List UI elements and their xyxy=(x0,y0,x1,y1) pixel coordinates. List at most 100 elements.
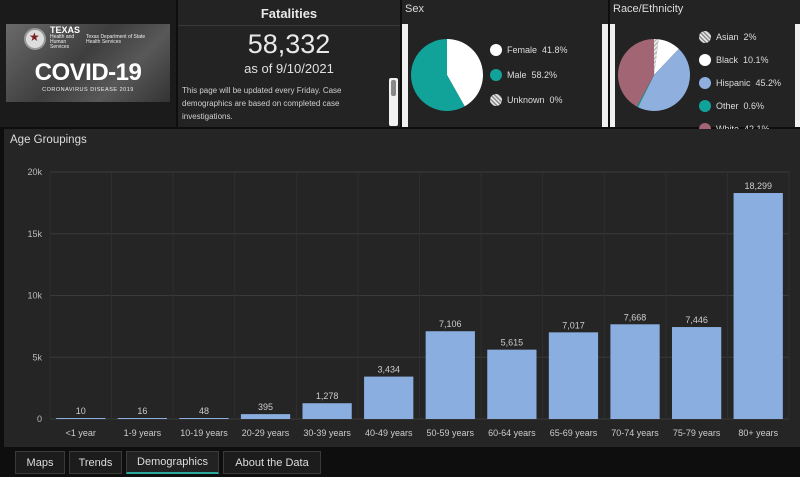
race-pie-chart[interactable] xyxy=(616,37,692,113)
legend-swatch xyxy=(699,31,711,43)
legend-swatch xyxy=(490,69,502,81)
covid-banner: TEXAS Health and Human Services Texas De… xyxy=(6,24,170,102)
y-tick-label: 5k xyxy=(32,352,42,362)
tab-trends[interactable]: Trends xyxy=(69,451,122,474)
fatalities-title: Fatalities xyxy=(260,6,318,21)
bar-40-49 years[interactable] xyxy=(364,376,414,419)
x-tick-label: <1 year xyxy=(66,428,96,438)
bar-value-label: 10 xyxy=(76,406,86,416)
bar-70-74 years[interactable] xyxy=(610,324,660,419)
legend-item-black[interactable]: Black 10.1% xyxy=(699,54,769,66)
age-chart-title: Age Groupings xyxy=(10,134,87,146)
legend-swatch xyxy=(490,44,502,56)
tab-maps[interactable]: Maps xyxy=(15,451,65,474)
legend-item-male[interactable]: Male 58.2% xyxy=(490,69,557,81)
org-sub: Health and Human Services xyxy=(50,34,75,50)
bar-value-label: 16 xyxy=(137,406,147,416)
bar-<1 year[interactable] xyxy=(56,418,106,419)
tab-bar: Maps Trends Demographics About the Data xyxy=(0,449,800,477)
bar-value-label: 7,668 xyxy=(624,312,647,322)
bar-value-label: 395 xyxy=(258,402,273,412)
bar-value-label: 7,106 xyxy=(439,319,462,329)
race-panel: Race/Ethnicity Asian 2% Black 10.1% Hispan… xyxy=(610,0,800,135)
x-tick-label: 50-59 years xyxy=(427,428,475,438)
divider xyxy=(178,25,400,26)
bar-value-label: 48 xyxy=(199,406,209,416)
bar-30-39 years[interactable] xyxy=(302,403,352,419)
sex-panel: Sex Female 41.8% Male 58.2% Unknown 0% xyxy=(402,0,608,127)
pie-slice-black[interactable] xyxy=(654,39,679,75)
legend-label: Other 0.6% xyxy=(716,101,765,111)
fatalities-count: 58,332 xyxy=(247,29,331,59)
logo-panel: TEXAS Health and Human Services Texas De… xyxy=(0,0,176,127)
legend-swatch xyxy=(699,77,711,89)
bar-80+ years[interactable] xyxy=(733,193,783,419)
x-tick-label: 75-79 years xyxy=(673,428,721,438)
tab-demographics[interactable]: Demographics xyxy=(126,451,219,474)
bar-10-19 years[interactable] xyxy=(179,418,229,419)
sex-title: Sex xyxy=(405,3,424,15)
bar-value-label: 7,017 xyxy=(562,320,585,330)
fatalities-panel: Fatalities 58,332 as of 9/10/2021 This p… xyxy=(178,0,400,127)
fatalities-date: as of 9/10/2021 xyxy=(244,61,334,76)
bar-value-label: 7,446 xyxy=(685,315,708,325)
pie-slice-hispanic[interactable] xyxy=(638,48,690,111)
bar-60-64 years[interactable] xyxy=(487,349,537,419)
legend-label: Male 58.2% xyxy=(507,70,558,80)
covid-title: COVID-19 xyxy=(34,59,142,86)
x-tick-label: 70-74 years xyxy=(611,428,659,438)
x-tick-label: 60-64 years xyxy=(488,428,536,438)
x-tick-label: 65-69 years xyxy=(550,428,598,438)
legend-swatch xyxy=(699,100,711,112)
x-tick-label: 40-49 years xyxy=(365,428,413,438)
y-tick-label: 15k xyxy=(27,229,42,239)
legend-label: Asian 2% xyxy=(716,32,757,42)
pie-slice-male[interactable] xyxy=(411,39,465,111)
pie-slice-other[interactable] xyxy=(636,75,654,108)
legend-item-female[interactable]: Female 41.8% xyxy=(490,44,568,56)
scrollbar[interactable] xyxy=(610,24,615,127)
scrollbar-thumb[interactable] xyxy=(391,80,396,96)
y-tick-label: 0 xyxy=(37,414,42,424)
bar-value-label: 18,299 xyxy=(744,181,772,191)
legend-label: Female 41.8% xyxy=(507,45,568,55)
legend-item-unknown[interactable]: Unknown 0% xyxy=(490,94,563,106)
race-title: Race/Ethnicity xyxy=(613,3,684,15)
legend-item-asian[interactable]: Asian 2% xyxy=(699,31,757,43)
scrollbar[interactable] xyxy=(402,24,408,127)
sex-pie-chart[interactable] xyxy=(409,37,485,113)
note-scrollbar[interactable] xyxy=(389,78,398,126)
pie-slice-asian[interactable] xyxy=(654,39,659,75)
x-tick-label: 20-29 years xyxy=(242,428,290,438)
bar-75-79 years[interactable] xyxy=(671,327,722,419)
covid-subtitle: CORONAVIRUS DISEASE 2019 xyxy=(42,87,134,93)
dept-name: Texas Department of State Health Service… xyxy=(86,34,146,45)
fatalities-note: This page will be updated every Friday. … xyxy=(182,86,342,121)
bar-65-69 years[interactable] xyxy=(548,332,599,419)
y-tick-label: 10k xyxy=(27,291,42,301)
scrollbar[interactable] xyxy=(602,24,608,127)
x-tick-label: 10-19 years xyxy=(180,428,228,438)
x-tick-label: 30-39 years xyxy=(303,428,351,438)
bar-value-label: 1,278 xyxy=(316,391,339,401)
tab-about-the-data[interactable]: About the Data xyxy=(223,451,321,474)
bar-value-label: 3,434 xyxy=(377,365,400,375)
y-tick-label: 20k xyxy=(27,167,42,177)
pie-slice-female[interactable] xyxy=(447,39,483,107)
x-tick-label: 1-9 years xyxy=(124,428,162,438)
legend-label: Black 10.1% xyxy=(716,55,769,65)
age-bar-chart[interactable]: 0 5k 10k 15k 20k 10 <1 year 16 1-9 years 48 10-19 … xyxy=(4,129,800,447)
pie-slice-white[interactable] xyxy=(618,39,654,107)
legend-label: Hispanic 45.2% xyxy=(716,78,782,88)
legend-swatch xyxy=(490,94,502,106)
bar-1-9 years[interactable] xyxy=(117,418,168,419)
org-name: TEXAS xyxy=(50,25,81,35)
legend-item-hispanic[interactable]: Hispanic 45.2% xyxy=(699,77,781,89)
legend-swatch xyxy=(699,54,711,66)
age-groupings-panel: 0 5k 10k 15k 20k 10 <1 year 16 1-9 years 48 10-19 … xyxy=(4,129,800,447)
texas-seal-icon xyxy=(24,28,46,50)
bar-50-59 years[interactable] xyxy=(425,331,475,419)
bar-20-29 years[interactable] xyxy=(240,414,291,419)
legend-item-other[interactable]: Other 0.6% xyxy=(699,100,764,112)
scrollbar[interactable] xyxy=(795,24,800,127)
